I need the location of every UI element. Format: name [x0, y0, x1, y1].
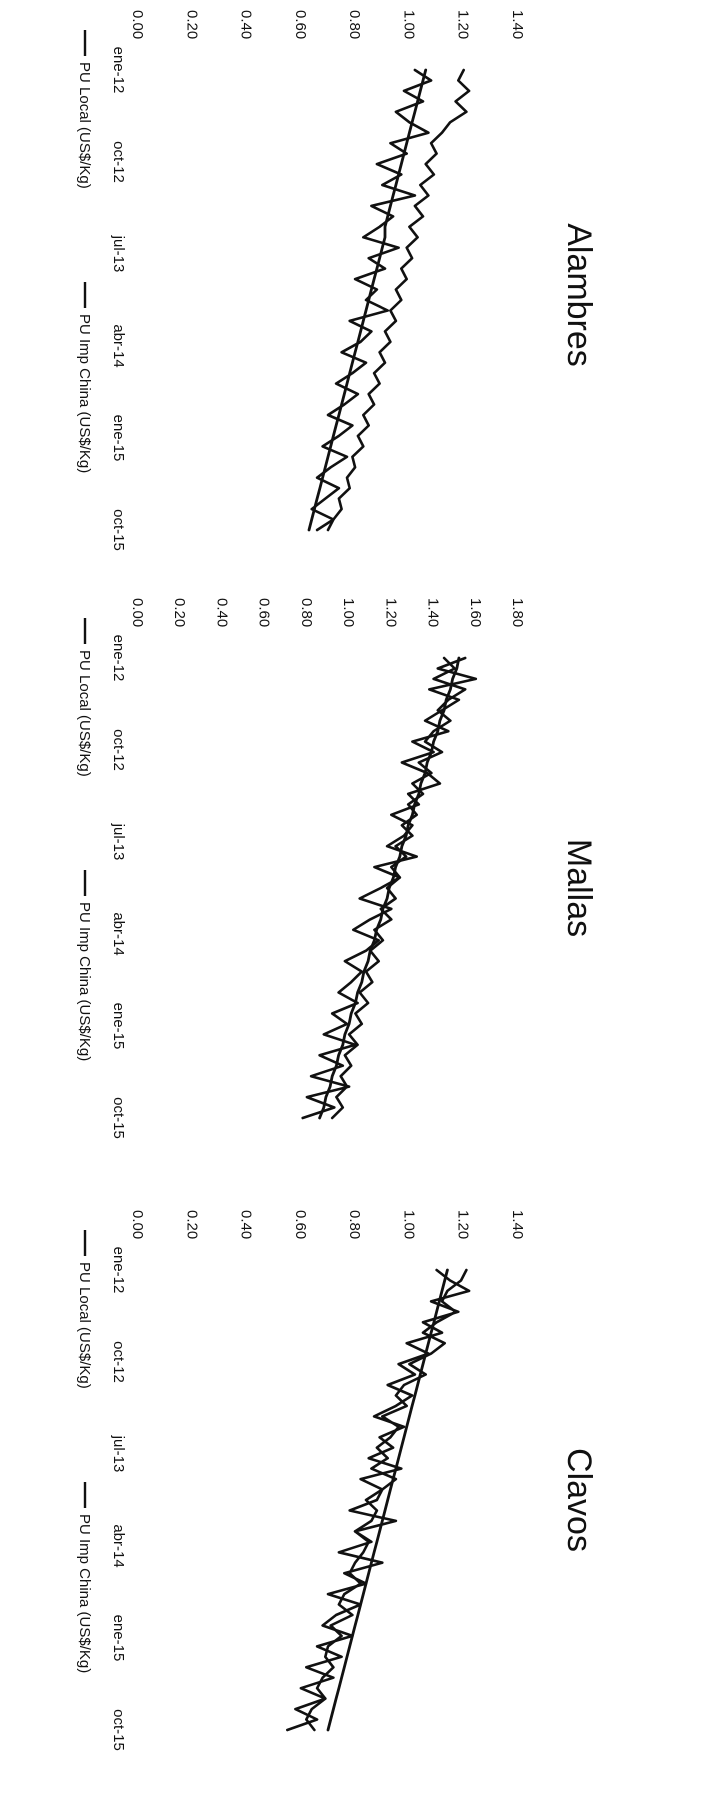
legend-label: PU Local (US$/Kg) [76, 650, 93, 777]
x-tick-label: jul-13 [110, 1435, 127, 1473]
x-tick-label: oct-15 [110, 1709, 127, 1751]
y-tick-label: 1.40 [509, 10, 526, 39]
y-tick-label: 0.00 [129, 598, 146, 627]
legend-label: PU Imp China (US$/Kg) [76, 902, 93, 1061]
trend-line [318, 656, 461, 1120]
chart-title: Mallas [560, 839, 598, 937]
y-tick-label: 0.40 [238, 1210, 255, 1239]
trend-line [326, 1268, 449, 1732]
x-tick-label: abr-14 [110, 912, 127, 955]
x-tick-label: abr-14 [110, 324, 127, 367]
y-tick-label: 1.20 [382, 598, 399, 627]
chart-title: Alambres [560, 223, 598, 367]
y-tick-label: 0.80 [298, 598, 315, 627]
y-tick-label: 0.40 [213, 598, 230, 627]
y-tick-label: 0.40 [238, 10, 255, 39]
legend-label: PU Imp China (US$/Kg) [76, 314, 93, 473]
series-line [285, 1268, 471, 1732]
x-tick-label: oct-12 [110, 141, 127, 183]
y-tick-label: 1.00 [340, 598, 357, 627]
legend-label: PU Imp China (US$/Kg) [76, 1514, 93, 1673]
series-line [304, 1268, 468, 1732]
y-tick-label: 1.00 [400, 1210, 417, 1239]
x-tick-label: ene-15 [110, 1615, 127, 1662]
trend-line [307, 68, 428, 532]
y-tick-label: 0.20 [183, 10, 200, 39]
x-tick-label: ene-12 [110, 635, 127, 682]
x-tick-label: ene-12 [110, 47, 127, 94]
y-tick-label: 0.20 [171, 598, 188, 627]
x-tick-label: jul-13 [110, 235, 127, 273]
y-tick-label: 1.00 [400, 10, 417, 39]
legend-label: PU Local (US$/Kg) [76, 62, 93, 189]
chart-panel-mallas: Mallas 1.80 1.60 1.40 1.20 1.00 0.80 0.60 0.40 0.… [76, 598, 598, 1139]
x-tick-label: oct-12 [110, 1341, 127, 1383]
y-tick-label: 0.60 [292, 1210, 309, 1239]
series-line [310, 68, 433, 532]
x-tick-label: ene-12 [110, 1247, 127, 1294]
x-tick-label: abr-14 [110, 1524, 127, 1567]
y-tick-label: 0.80 [346, 10, 363, 39]
chart-title: Clavos [560, 1448, 598, 1552]
y-tick-label: 1.20 [455, 10, 472, 39]
y-tick-label: 1.80 [509, 598, 526, 627]
y-tick-label: 0.60 [292, 10, 309, 39]
x-tick-label: oct-15 [110, 509, 127, 551]
x-tick-label: oct-15 [110, 1097, 127, 1139]
chart-panel-alambres: Alambres 1.40 1.20 1.00 0.80 0.60 0.40 0.20 0.00… [76, 10, 598, 551]
y-tick-label: 1.40 [509, 1210, 526, 1239]
y-tick-label: 0.60 [256, 598, 273, 627]
legend-label: PU Local (US$/Kg) [76, 1262, 93, 1389]
x-tick-label: ene-15 [110, 415, 127, 462]
series-line [330, 656, 467, 1120]
y-tick-label: 1.40 [425, 598, 442, 627]
x-tick-label: jul-13 [110, 823, 127, 861]
chart-panel-clavos: Clavos1.401.201.000.800.600.400.200.00en… [76, 1210, 598, 1751]
x-tick-label: oct-12 [110, 729, 127, 771]
y-tick-label: 0.00 [129, 1210, 146, 1239]
y-tick-label: 0.20 [183, 1210, 200, 1239]
x-tick-label: ene-15 [110, 1003, 127, 1050]
y-tick-label: 1.20 [455, 1210, 472, 1239]
series-line [326, 68, 471, 532]
y-tick-label: 0.80 [346, 1210, 363, 1239]
y-tick-label: 1.60 [467, 598, 484, 627]
y-tick-label: 0.00 [129, 10, 146, 39]
